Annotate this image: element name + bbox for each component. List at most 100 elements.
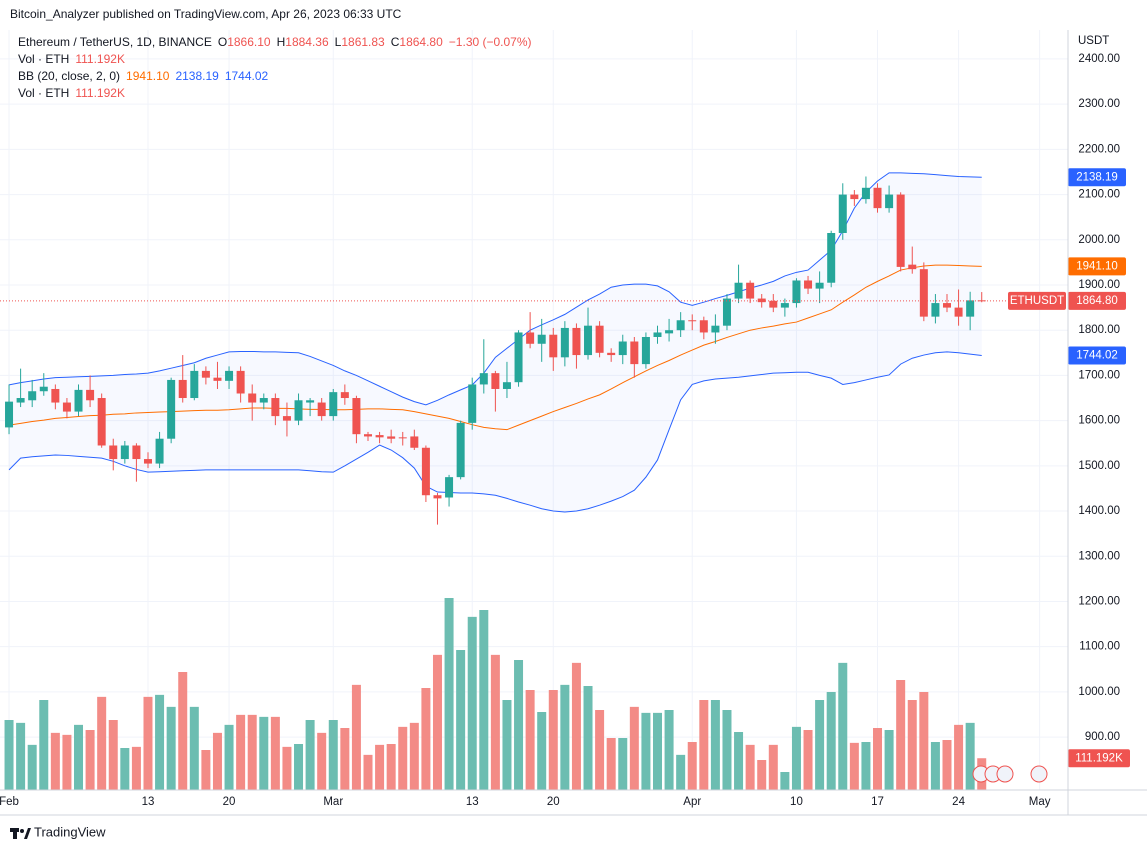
- y-tick-label: 2200.00: [1078, 143, 1120, 155]
- volume-bar: [896, 680, 906, 790]
- volume-bar: [734, 732, 744, 790]
- volume-bar: [39, 700, 49, 790]
- volume-bar: [16, 722, 26, 790]
- volume-bar: [328, 720, 338, 790]
- candle-body: [919, 269, 928, 317]
- volume-bar: [456, 650, 466, 790]
- candle-body: [711, 325, 720, 333]
- y-tick-label: 1900.00: [1078, 279, 1120, 291]
- y-tick-label: 1100.00: [1079, 641, 1120, 653]
- candle-body: [248, 393, 257, 403]
- volume-bar: [131, 746, 141, 790]
- candle-body: [340, 392, 349, 399]
- candle-body: [387, 436, 396, 439]
- x-tick-label: 20: [223, 796, 236, 808]
- volume-bar: [224, 724, 234, 790]
- x-tick-label: 13: [466, 796, 479, 808]
- symbol: Ethereum / TetherUS, 1D, BINANCE: [18, 35, 212, 49]
- volume-bar: [62, 734, 72, 790]
- x-tick-label: Apr: [683, 796, 701, 808]
- candle-body: [167, 379, 176, 439]
- indicator-icons: [972, 765, 1048, 783]
- volume-bar: [166, 706, 176, 790]
- candle-body: [572, 327, 581, 356]
- candle-body: [931, 303, 940, 317]
- x-tick-label: 13: [142, 796, 155, 808]
- volume-bar: [27, 744, 37, 790]
- candle-body: [352, 398, 361, 435]
- candle-body: [873, 187, 882, 209]
- volume-bar: [74, 724, 84, 790]
- published-line: Bitcoin_Analyzer published on TradingVie…: [10, 7, 402, 21]
- candle-body: [699, 320, 708, 333]
- x-tick-label: 20: [547, 796, 560, 808]
- bb-basis-badge: [1068, 257, 1126, 276]
- y-tick-label: 2100.00: [1078, 189, 1120, 201]
- volume-bar: [606, 738, 616, 790]
- volume-bar: [768, 744, 778, 790]
- volume-bar: [699, 700, 709, 790]
- candle-body: [676, 320, 685, 331]
- volume-bar: [537, 712, 547, 790]
- candle-body: [584, 325, 593, 356]
- candle-body: [942, 303, 951, 308]
- candle-body: [896, 194, 905, 267]
- volume-bar: [294, 744, 304, 790]
- volume-bar: [317, 732, 327, 790]
- bb-name: BB (20, close, 2, 0): [18, 69, 121, 83]
- candle-body: [421, 447, 430, 496]
- ohlc-key: H: [276, 35, 286, 49]
- volume-bar: [189, 706, 199, 790]
- volume-bar: [525, 690, 535, 790]
- volume-bar: [259, 716, 269, 790]
- vol-name: Vol · ETH: [18, 86, 70, 100]
- volume-bar: [398, 726, 408, 790]
- bb-lower: 1744.02: [224, 69, 269, 83]
- candle-body: [259, 398, 268, 403]
- candle-body: [398, 437, 407, 439]
- legend-main: Ethereum / TetherUS, 1D, BINANCE O1866.1…: [18, 35, 532, 49]
- candle-body: [595, 325, 604, 353]
- volume-bar: [4, 720, 14, 790]
- candle-body: [479, 373, 488, 385]
- vol-name: Vol · ETH: [18, 52, 70, 66]
- x-tick-label: May: [1029, 796, 1051, 808]
- volume-bar: [954, 724, 964, 790]
- vol-value: 111.192K: [75, 52, 125, 66]
- candle-body: [734, 282, 743, 299]
- price-badge-label: 1864.80: [1076, 295, 1118, 307]
- volume-bar: [965, 722, 975, 790]
- ohlc: L1861.83: [335, 35, 385, 49]
- volume-bar: [571, 662, 581, 790]
- candle-body: [155, 438, 164, 464]
- volume-bar: [340, 728, 350, 790]
- candle-body: [178, 379, 187, 399]
- price-unit: USDT: [1078, 35, 1109, 47]
- bb-lower-badge-label: 1744.02: [1076, 350, 1118, 362]
- candle-body: [549, 334, 558, 358]
- candle-body: [861, 187, 870, 200]
- y-tick-label: 2000.00: [1078, 234, 1120, 246]
- candle-body: [526, 332, 535, 344]
- candle-body: [665, 330, 674, 334]
- candle-body: [630, 341, 639, 365]
- volume-bar: [490, 654, 500, 790]
- volume-bar: [780, 772, 790, 790]
- volume-bar: [282, 746, 292, 790]
- candle-body: [39, 386, 48, 392]
- candle-body: [653, 332, 662, 337]
- candle-body: [746, 282, 755, 299]
- volume-bar: [676, 754, 686, 790]
- logo: [10, 828, 31, 839]
- volume-bar: [560, 684, 570, 790]
- candle-body: [827, 232, 836, 283]
- volume-bar: [155, 694, 165, 790]
- volume-bar: [375, 744, 385, 790]
- ohlc-value: 1864.80: [399, 35, 443, 49]
- volume-bar: [583, 686, 593, 790]
- price-badge: [1068, 291, 1126, 310]
- volume-bar: [629, 706, 639, 790]
- volume-bar: [479, 610, 489, 790]
- volume-bar: [652, 712, 662, 790]
- volume-bar: [930, 742, 940, 790]
